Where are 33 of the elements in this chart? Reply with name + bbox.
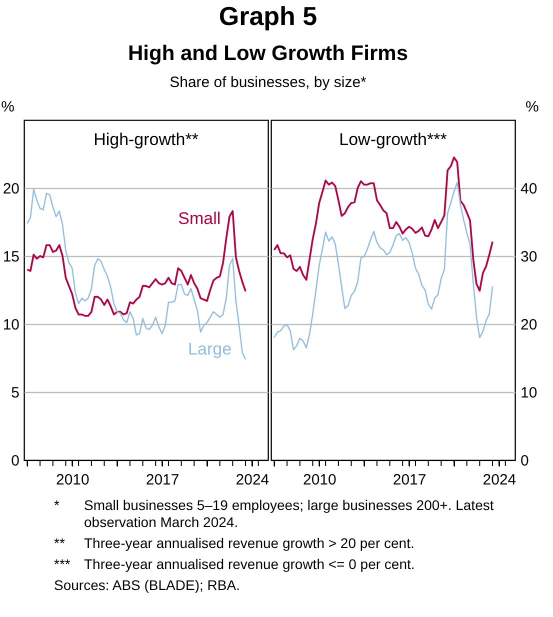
y-tick-label: 10 [520, 384, 538, 402]
x-tick-label: 2010 [302, 472, 336, 488]
series-label: Large [188, 339, 232, 358]
text: Share of businesses, by size* [170, 74, 367, 91]
text: *** Three-year annualised revenue growth <= 0 per cent. [54, 556, 415, 572]
y-axis-title: % [1, 98, 14, 116]
source-note: Sources: ABS (BLADE); RBA. [54, 577, 240, 593]
y-tick-label: 10 [2, 316, 20, 334]
text: Low-growth*** [339, 130, 448, 149]
line-series [26, 188, 246, 360]
y-tick-label: 30 [520, 248, 538, 266]
series-label: Small [178, 209, 221, 228]
y-tick-label: 0 [11, 452, 20, 470]
y-tick-label: 20 [2, 180, 20, 198]
text: High-growth** [94, 130, 199, 149]
y-tick-label: 40 [520, 180, 538, 198]
y-tick-label: 5 [11, 384, 20, 402]
y-axis-title: % [526, 98, 539, 116]
y-tick-label: 0 [520, 452, 529, 470]
text: High and Low Growth Firms [128, 42, 408, 65]
x-tick-label: 2010 [56, 472, 90, 488]
line-series [274, 182, 494, 350]
y-tick-label: 15 [2, 248, 20, 266]
x-tick-label: 2024 [236, 472, 270, 488]
x-tick-label: 2017 [146, 472, 180, 488]
y-tick-label: 20 [520, 316, 538, 334]
text: * Small businesses 5–19 employees; large businesses 200+. Latest observation March 2024. [54, 497, 494, 530]
text: ** Three-year annualised revenue growth > 20 per cent. [54, 535, 414, 551]
x-tick-label: 2024 [482, 472, 516, 488]
line-series [26, 210, 246, 317]
line-series [273, 156, 494, 292]
x-tick-label: 2017 [392, 472, 426, 488]
caption: Graph 5 [218, 1, 318, 31]
